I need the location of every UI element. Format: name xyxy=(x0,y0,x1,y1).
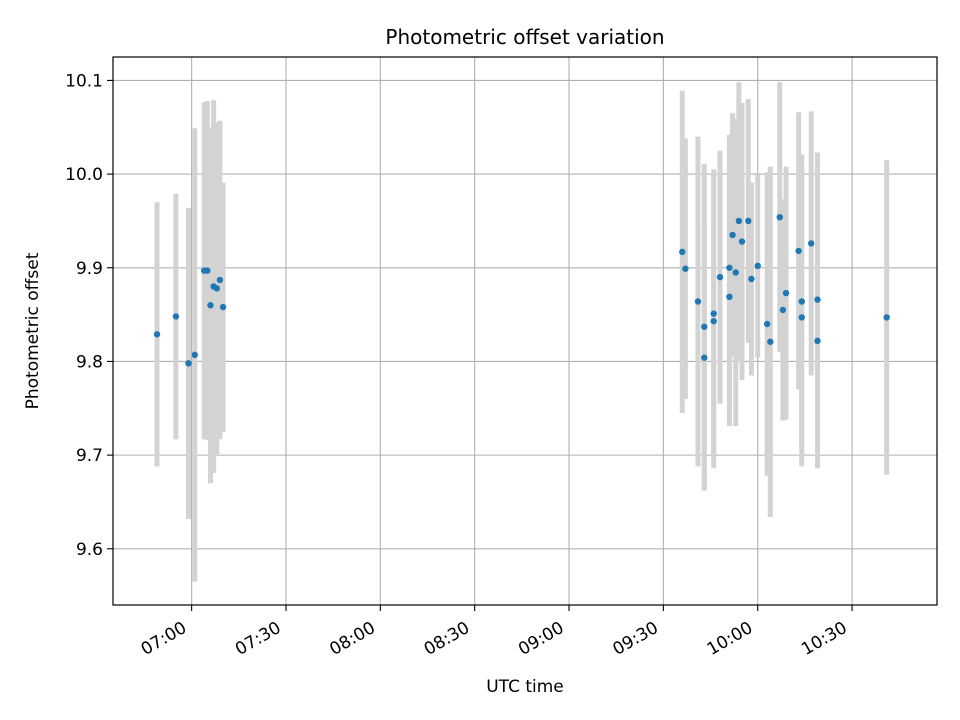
data-point xyxy=(204,267,211,274)
data-point xyxy=(679,248,686,256)
data-point xyxy=(726,293,733,301)
data-point xyxy=(682,265,689,272)
y-tick-label: 9.8 xyxy=(76,352,103,372)
data-point xyxy=(213,285,220,292)
data-points xyxy=(153,213,890,367)
data-point xyxy=(795,247,802,255)
data-point xyxy=(779,306,787,314)
data-point xyxy=(694,298,702,305)
data-point xyxy=(776,213,783,221)
data-point xyxy=(745,217,752,225)
data-point xyxy=(710,310,717,317)
data-point xyxy=(767,338,774,345)
data-point xyxy=(153,331,161,338)
data-point xyxy=(807,240,815,247)
data-point xyxy=(216,276,224,284)
data-point xyxy=(710,317,717,325)
y-axis-label: Photometric offset xyxy=(23,252,43,409)
x-axis-label: UTC time xyxy=(486,677,564,697)
plot-frame xyxy=(112,56,938,606)
data-point xyxy=(219,303,227,311)
data-point xyxy=(185,360,192,367)
y-tick-label: 9.6 xyxy=(76,540,103,560)
data-point xyxy=(748,275,755,283)
data-point xyxy=(716,273,724,281)
chart-title: Photometric offset variation xyxy=(385,25,664,49)
data-point xyxy=(191,351,198,359)
data-point xyxy=(754,262,761,270)
y-tick-label: 9.7 xyxy=(76,446,103,466)
y-tick-label: 10.1 xyxy=(65,71,103,91)
data-point xyxy=(172,313,180,320)
data-point xyxy=(883,314,890,321)
data-point xyxy=(701,323,708,330)
data-point xyxy=(729,231,736,239)
data-point xyxy=(701,354,708,361)
data-point xyxy=(782,289,790,297)
data-point xyxy=(726,264,733,271)
data-point xyxy=(207,302,214,309)
data-point xyxy=(814,337,821,345)
data-point xyxy=(763,320,771,328)
data-point xyxy=(732,269,739,276)
data-point xyxy=(798,298,805,305)
data-point xyxy=(798,314,805,321)
y-tick-label: 10.0 xyxy=(65,165,103,185)
data-point xyxy=(738,238,746,245)
y-tick-label: 9.9 xyxy=(76,259,103,279)
data-point xyxy=(735,217,743,225)
data-point xyxy=(814,296,821,303)
